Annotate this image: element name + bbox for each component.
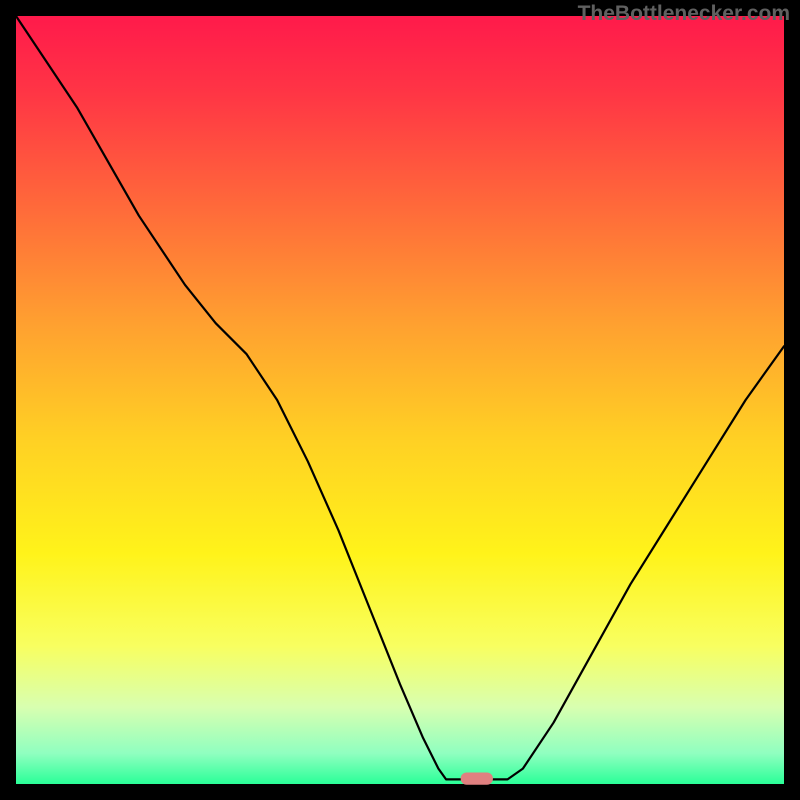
watermark-text: TheBottlenecker.com (578, 2, 790, 26)
chart-svg (0, 0, 800, 800)
chart-container: TheBottlenecker.com (0, 0, 800, 800)
plot-area (16, 16, 784, 784)
optimal-marker (461, 772, 493, 784)
